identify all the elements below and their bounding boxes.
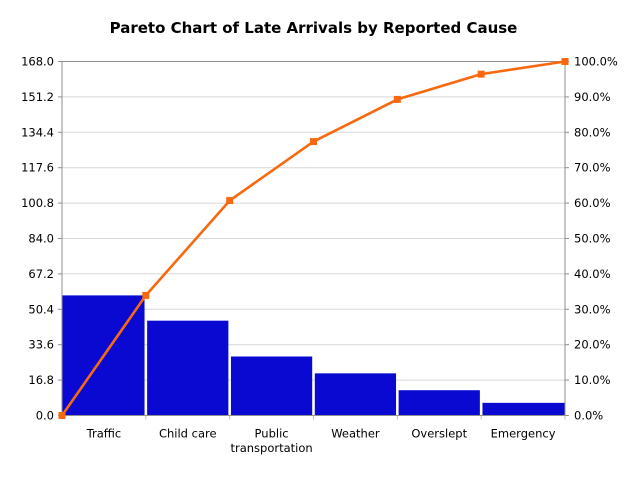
bar-overslept xyxy=(398,390,480,416)
category-label-public-transportation: Public xyxy=(255,427,289,441)
category-label-emergency: Emergency xyxy=(491,427,556,441)
category-label-weather: Weather xyxy=(331,427,380,441)
right-axis-tick-label: 60.0% xyxy=(574,196,611,210)
right-axis-tick-label: 20.0% xyxy=(574,338,611,352)
bar-emergency xyxy=(482,402,565,416)
left-axis-tick-label: 16.8 xyxy=(28,373,54,387)
right-axis-tick-label: 50.0% xyxy=(574,232,611,246)
chart-title: Pareto Chart of Late Arrivals by Reporte… xyxy=(109,19,518,37)
left-axis-tick-label: 33.6 xyxy=(28,338,54,352)
right-axis-tick-label: 90.0% xyxy=(574,90,611,104)
right-axis-tick-label: 80.0% xyxy=(574,125,611,139)
left-axis-tick-label: 151.2 xyxy=(21,90,54,104)
left-axis-tick-label: 100.8 xyxy=(21,196,54,210)
right-axis-tick-label: 70.0% xyxy=(574,161,611,175)
left-axis-tick-label: 117.6 xyxy=(21,161,54,175)
left-axis-tick-label: 168.0 xyxy=(21,55,54,69)
category-label-traffic: Traffic xyxy=(86,427,122,441)
cumulative-marker xyxy=(477,70,485,78)
left-axis-tick-label: 0.0 xyxy=(36,409,54,423)
right-axis-tick-label: 10.0% xyxy=(574,373,611,387)
left-axis-tick-label: 50.4 xyxy=(28,302,54,316)
left-axis-tick-label: 84.0 xyxy=(28,232,54,246)
category-label-child-care: Child care xyxy=(159,427,217,441)
cumulative-marker xyxy=(142,291,150,299)
cumulative-marker xyxy=(561,58,569,65)
cumulative-marker xyxy=(226,197,234,205)
left-axis-tick-label: 67.2 xyxy=(28,267,54,281)
right-axis-tick-label: 100.0% xyxy=(574,55,618,69)
cumulative-marker xyxy=(393,95,401,103)
bar-public-transportation xyxy=(230,356,313,416)
bar-weather xyxy=(314,373,397,416)
cumulative-marker xyxy=(58,412,66,419)
category-label-public-transportation: transportation xyxy=(230,441,312,455)
bar-child-care xyxy=(147,320,229,416)
right-axis-tick-label: 30.0% xyxy=(574,302,611,316)
right-axis-tick-label: 40.0% xyxy=(574,267,611,281)
cumulative-marker xyxy=(310,138,317,146)
left-axis-tick-label: 134.4 xyxy=(21,125,54,139)
right-axis-tick-label: 0.0% xyxy=(574,409,603,423)
category-label-overslept: Overslept xyxy=(411,427,467,441)
